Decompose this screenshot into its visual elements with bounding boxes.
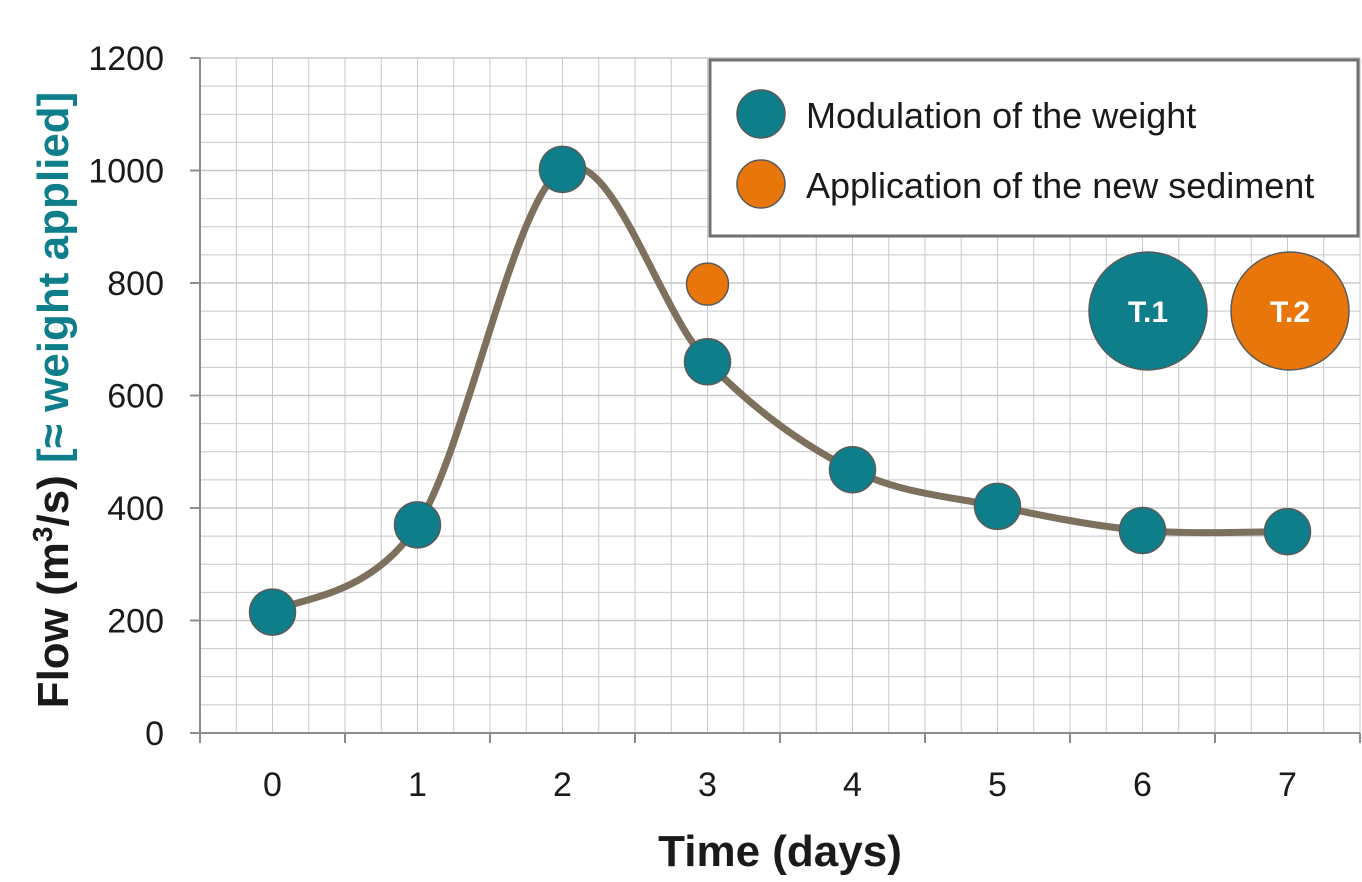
axes: [190, 57, 1361, 743]
badge-t2-label: T.2: [1270, 296, 1310, 329]
y-tick-label: 1000: [88, 153, 164, 191]
y-tick-label: 600: [107, 378, 164, 416]
legend-label-application: Application of the new sediment: [806, 165, 1314, 206]
y-axis-title-sup: 3: [27, 527, 58, 543]
x-tick-label: 3: [698, 766, 717, 804]
y-tick-label: 200: [107, 603, 164, 641]
x-tick-label: 2: [553, 766, 572, 804]
x-tick-label: 1: [408, 766, 427, 804]
modulation-point: [538, 145, 587, 194]
modulation-point: [248, 588, 297, 636]
legend-box: [708, 58, 1360, 238]
x-tick-label: 4: [843, 766, 862, 804]
modulation-point: [683, 338, 732, 386]
x-tick-label: 0: [263, 766, 282, 804]
badge-t1-label: T.1: [1128, 296, 1168, 329]
legend-marker-modulation: [736, 89, 786, 139]
x-axis-title: Time (days): [658, 827, 902, 876]
sediment-point: [685, 262, 730, 306]
y-axis-title-note: [≈ weight applied]: [29, 92, 78, 463]
modulation-point: [828, 446, 877, 494]
y-axis-title-unit-end: /s): [29, 475, 78, 526]
badge-t2: [1230, 251, 1350, 371]
y-tick-label: 400: [107, 490, 164, 528]
modulation-point: [973, 482, 1022, 531]
points-layer: [248, 145, 1312, 636]
x-tick-label: 5: [988, 766, 1007, 804]
x-tick-label: 7: [1278, 766, 1297, 804]
badge-t1: [1088, 251, 1208, 371]
y-axis-title: Flow (m3/s) [≈ weight applied]: [27, 92, 78, 709]
modulation-point: [1263, 507, 1312, 556]
legend-marker-application: [736, 159, 786, 209]
legend: Modulation of the weight Application of …: [708, 58, 1360, 238]
y-tick-label: 1200: [88, 40, 164, 78]
y-axis-title-main: Flow (m: [29, 542, 78, 708]
badges: T.1 T.2: [1088, 251, 1350, 371]
modulation-point: [1118, 506, 1167, 555]
tick-labels: 0 200 400 600 800 1000 1200 0 1 2 3 4 5 6 7: [88, 40, 1297, 804]
y-tick-label: 0: [145, 715, 164, 753]
legend-label-modulation: Modulation of the weight: [806, 95, 1196, 136]
modulation-point: [393, 501, 442, 549]
x-tick-label: 6: [1133, 766, 1152, 804]
y-tick-label: 800: [107, 265, 164, 303]
